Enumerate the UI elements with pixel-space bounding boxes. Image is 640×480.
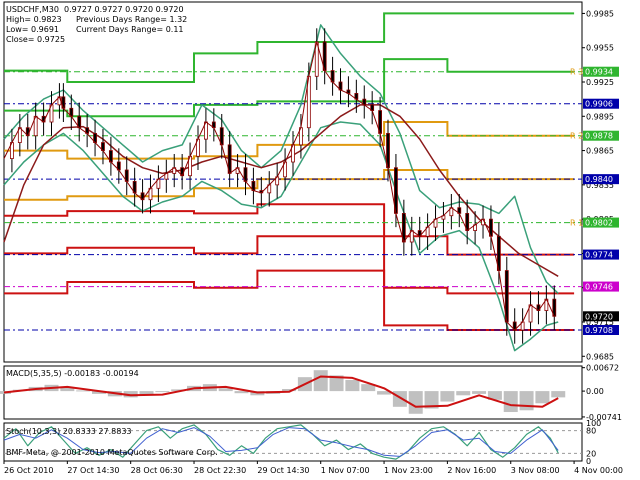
macd-bar	[139, 391, 154, 396]
macd-bar	[218, 388, 233, 392]
stoch-tick-label: 100	[586, 419, 601, 428]
time-tick-label: 1 Nov 07:00	[321, 466, 370, 475]
macd-bar	[535, 391, 550, 404]
level-tag-label-1: 0.9906	[585, 100, 613, 109]
level-tag-label-0: 0.9934	[585, 68, 613, 77]
level-tag-3	[583, 174, 619, 185]
macd-tick-label: 0.00	[586, 387, 604, 396]
macd-bar	[345, 379, 360, 392]
level-tag-label-3: 0.9840	[585, 175, 613, 184]
stoch-label: Stoch(10,3,3) 20.8333 27.8833	[6, 427, 132, 436]
level-tag-2	[583, 130, 619, 141]
macd-bar	[329, 375, 344, 392]
upper-band	[3, 24, 559, 294]
price-tick-label: 0.9715	[586, 318, 614, 327]
pivot-level-2	[4, 121, 575, 160]
stoch-main-line	[3, 424, 559, 460]
copyright-label: BMF-Meta, @ 2001-2010 MetaQuotes Softwar…	[6, 448, 218, 457]
pivot-level-0	[4, 12, 575, 83]
macd-bar	[76, 390, 91, 392]
macd-bar	[282, 389, 297, 392]
header-low: Low= 0.9691	[6, 25, 59, 34]
stoch-tick-label: 20	[586, 449, 596, 458]
header-curr-range: Current Days Range= 0.11	[76, 25, 184, 34]
pivot-level-5	[4, 235, 575, 295]
level-tag-7	[583, 311, 619, 322]
pivot-level-6	[4, 269, 575, 331]
time-tick-label: 2 Nov 16:00	[447, 466, 496, 475]
header-close: Close= 0.9725	[6, 35, 66, 44]
time-tick-label: 26 Oct 2010	[4, 466, 53, 475]
time-tick-label: 1 Nov 23:00	[384, 466, 433, 475]
stoch-signal-line	[3, 427, 559, 457]
time-tick-label: 28 Oct 22:30	[194, 466, 246, 475]
level-tag-6	[583, 281, 619, 292]
macd-bar	[171, 389, 186, 392]
time-tick-label: 27 Oct 14:30	[67, 466, 119, 475]
macd-bar	[60, 387, 75, 392]
macd-bar	[551, 391, 566, 398]
price-tick-label: 0.9895	[586, 112, 614, 121]
price-tick-label: 0.9835	[586, 181, 614, 190]
macd-tick-label: -0.00741	[586, 413, 622, 422]
time-tick-label: 29 Oct 14:30	[257, 466, 309, 475]
macd-bar	[503, 391, 518, 413]
macd-bar	[155, 391, 170, 393]
header-high: High= 0.9823	[6, 15, 62, 24]
macd-signal-line	[3, 375, 559, 408]
pivot-level-4	[4, 203, 575, 256]
macd-label: MACD(5,35,5) -0.00183 -0.00194	[6, 369, 139, 378]
macd-tick-label: 0.00672	[586, 364, 619, 373]
level-name-2: R 2	[570, 132, 583, 141]
header-prev-range: Previous Days Range= 1.32	[76, 15, 188, 24]
macd-bar	[519, 391, 534, 411]
macd-bar	[361, 384, 376, 392]
macd-bar	[313, 370, 328, 392]
lower-band	[3, 121, 559, 352]
pivot-level-3	[4, 169, 575, 201]
macd-bar	[234, 391, 249, 394]
macd-bar	[392, 391, 407, 407]
stoch-tick-label: 0	[586, 457, 591, 466]
level-tag-label-5: 0.9774	[585, 251, 613, 260]
price-tick-label: 0.9925	[586, 78, 614, 87]
macd-bar	[472, 391, 487, 394]
macd-bar	[440, 391, 455, 402]
stoch-tick-label: 80	[586, 427, 596, 436]
pivot-level-1	[4, 58, 575, 118]
macd-bar	[408, 391, 423, 414]
level-tag-5	[583, 249, 619, 260]
close-line	[3, 41, 555, 331]
macd-bar	[123, 391, 138, 398]
level-tag-label-2: 0.9878	[585, 132, 613, 141]
price-tick-label: 0.9955	[586, 44, 614, 53]
time-tick-label: 28 Oct 06:30	[131, 466, 183, 475]
macd-bar	[456, 391, 471, 396]
level-name-0: R 3	[570, 68, 583, 77]
level-tag-label-8: 0.9708	[585, 326, 613, 335]
level-tag-label-4: 0.9802	[585, 219, 613, 228]
price-tick-label: 0.9985	[586, 9, 614, 18]
pane-frame-0	[3, 1, 583, 363]
price-tick-label: 0.9685	[586, 352, 614, 361]
level-tag-4	[583, 217, 619, 228]
price-tick-label: 0.9865	[586, 147, 614, 156]
macd-bar	[487, 391, 502, 400]
macd-bar	[377, 391, 392, 395]
macd-bar	[92, 391, 107, 394]
header-symbol: USDCHF,M30 0.9727 0.9727 0.9720 0.9720	[6, 5, 184, 14]
time-tick-label: 4 Nov 00:00	[574, 466, 623, 475]
level-tag-1	[583, 98, 619, 109]
time-tick-label: 3 Nov 08:00	[511, 466, 560, 475]
level-tag-label-7: 0.9720	[585, 312, 613, 321]
macd-bar	[424, 391, 439, 409]
level-tag-8	[583, 325, 619, 335]
level-tag-label-6: 0.9746	[585, 283, 613, 292]
level-tag-0	[583, 66, 619, 77]
level-name-4: R 1	[570, 219, 583, 228]
